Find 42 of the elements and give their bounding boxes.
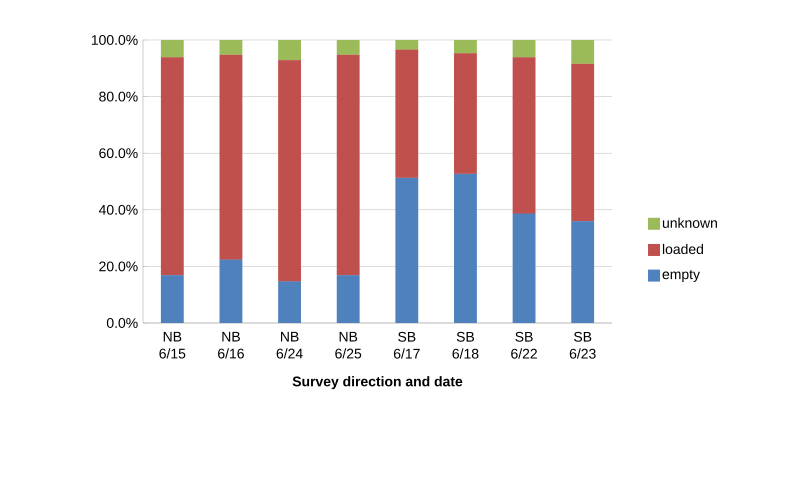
y-tick-label: 80.0% [99,92,138,102]
x-tick-label: SB 6/17 [394,332,420,359]
y-tick-label: 100.0% [92,35,138,45]
x-axis-title: Survey direction and date [292,376,462,390]
bar [512,57,536,214]
x-tick-label: NB 6/25 [335,332,362,359]
bar [454,53,477,174]
bar [220,54,242,260]
bar [278,281,301,323]
y-tick-label: 20.0% [99,261,138,272]
bar [395,40,418,50]
bar [160,275,184,323]
bar [454,174,477,323]
bar [395,50,418,178]
legend-label: loaded [662,244,703,254]
x-tick-label: SB 6/23 [570,332,596,359]
bar [395,178,418,323]
bar [278,60,301,282]
x-tick-label: SB 6/22 [511,332,537,359]
x-tick-label: SB 6/18 [452,332,478,359]
x-tick-label: NB 6/24 [276,332,303,359]
y-tick-label: 40.0% [98,204,138,215]
legend-label: unknown [662,218,717,228]
bar [220,260,242,323]
y-tick-label: 60.0% [99,148,138,158]
x-tick-label: NB 6/15 [159,332,186,359]
bar [278,40,301,60]
bar [571,40,594,64]
y-tick-label: 0.0% [106,318,138,328]
bar [512,40,536,58]
bar [571,64,594,222]
bar [336,54,360,276]
bar [220,40,242,55]
bar [160,40,184,58]
bar [454,40,477,54]
bar [571,221,594,323]
bar [336,40,360,55]
bar [512,213,536,323]
x-tick-label: NB 6/16 [218,332,244,359]
legend-label: empty [662,270,700,282]
bar [160,57,184,276]
bar [336,275,360,323]
